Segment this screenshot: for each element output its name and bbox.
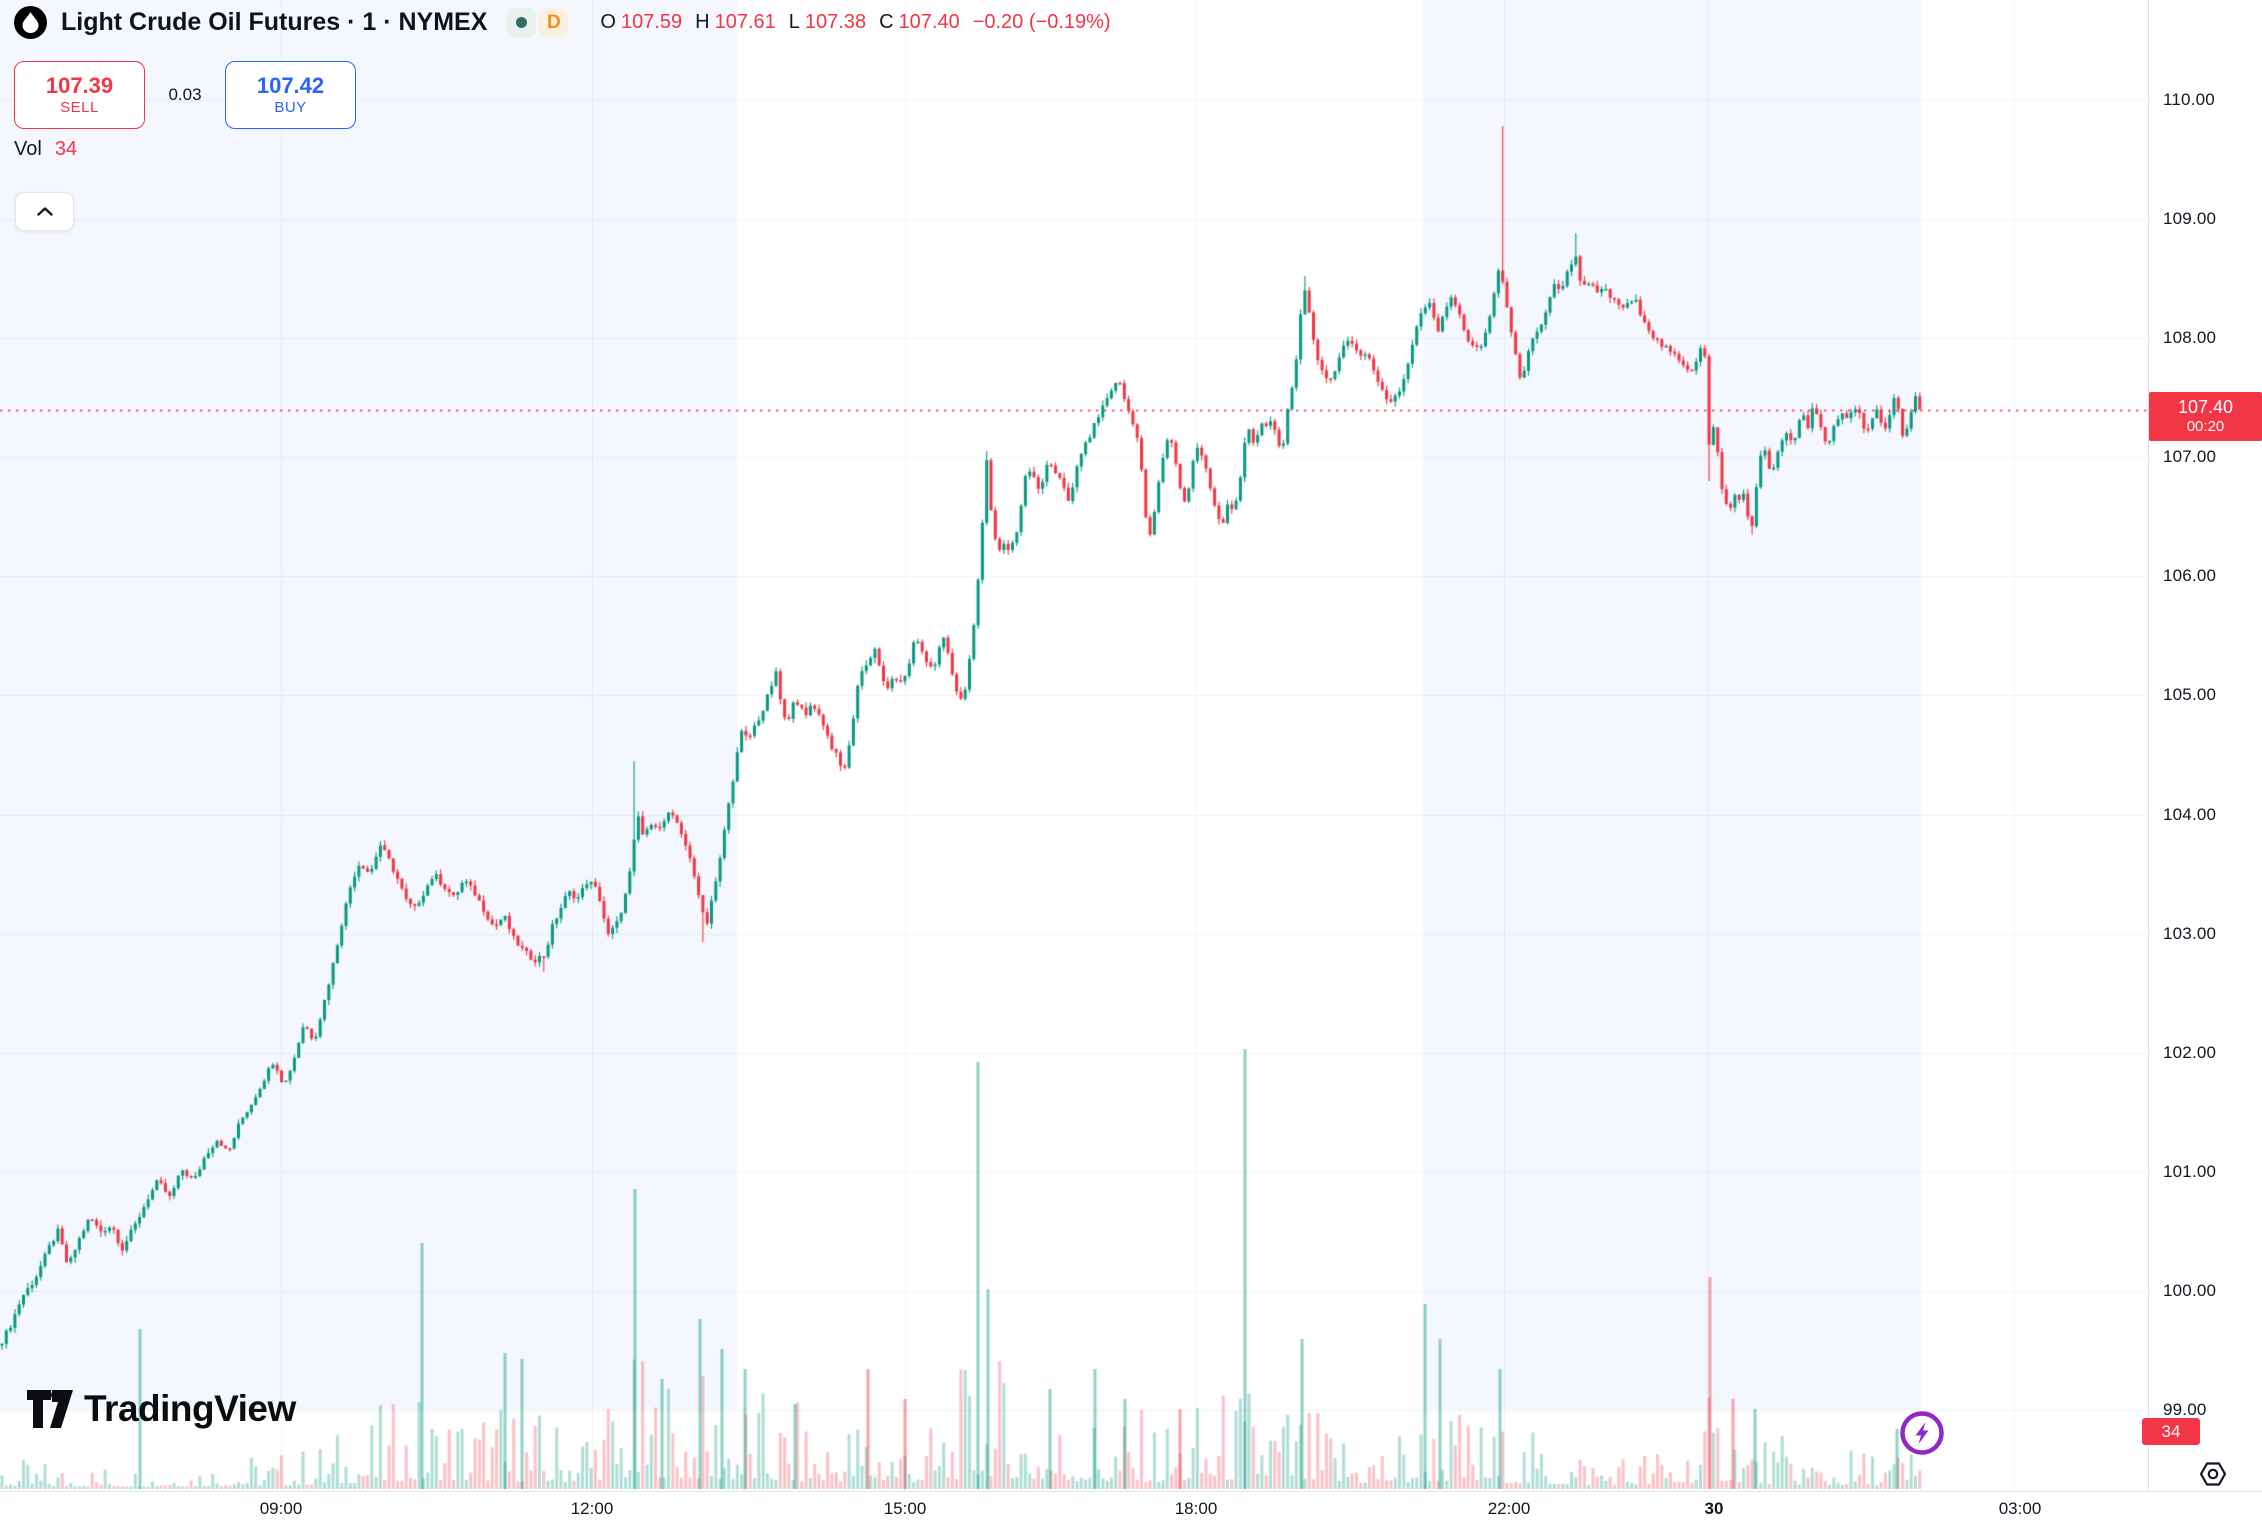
market-status-dot [516,17,528,28]
collapse-panel-button[interactable] [15,192,74,231]
price-tick-label: 107.00 [2163,447,2217,467]
time-tick-label: 12:00 [570,1499,614,1518]
last-price-value: 107.40 [2177,396,2234,417]
change-value: −0.20 (−0.19%) [972,11,1111,33]
volume-axis-label: 34 [2142,1418,2200,1445]
sell-price: 107.39 [45,72,114,98]
price-tick-label: 106.00 [2163,566,2217,586]
symbol-legend: Light Crude Oil Futures · 1 · NYMEX D O … [14,6,1111,39]
volume-study-value: 34 [54,138,78,160]
buy-label: BUY [274,99,307,117]
price-tick-label: 108.00 [2163,328,2217,348]
price-tick-label: 101.00 [2163,1161,2217,1181]
buy-button[interactable]: 107.42 BUY [225,61,356,129]
time-tick-label: 15:00 [883,1499,927,1518]
price-axis[interactable]: 110.00 109.00 108.00 107.00 106.00 105.00 104.… [2148,0,2262,1491]
open-key: O [600,11,616,33]
tradingview-logo-icon [27,1390,73,1428]
ohlc-readout: O 107.59 H 107.61 L 107.38 C 107.40 −0.2… [600,11,1110,34]
candlestick-chart[interactable] [0,0,2148,1491]
tradingview-watermark-text: TradingView [84,1388,296,1429]
buy-price: 107.42 [256,72,325,98]
low-key: L [788,11,800,33]
interval-pill[interactable]: D [507,8,569,37]
last-price-label: 107.40 00:20 [2149,392,2262,441]
spread-value: 0.03 [168,85,202,104]
sell-label: SELL [60,99,99,117]
axis-settings-hexagon-icon[interactable] [2198,1459,2228,1494]
close-key: C [879,11,894,33]
bar-countdown: 00:20 [2186,418,2225,436]
high-value: 107.61 [714,11,776,33]
price-tick-label: 109.00 [2163,209,2217,228]
price-tick-label: 110.00 [2163,89,2215,109]
oil-drop-icon [22,12,39,33]
time-tick-label: 18:00 [1174,1499,1218,1518]
time-tick-label: 03:00 [1998,1499,2042,1518]
flash-boost-icon[interactable] [1899,1410,1945,1461]
interval-letter[interactable]: D [539,8,569,37]
chevron-up-icon [36,207,53,216]
sell-button[interactable]: 107.39 SELL [14,61,145,129]
tradingview-watermark: TradingView [26,1388,296,1430]
symbol-title[interactable]: Light Crude Oil Futures · 1 · NYMEX [61,8,488,36]
volume-study-label: Vol [14,138,42,160]
time-axis[interactable]: 09:00 12:00 15:00 18:00 22:00 30 03:00 [0,1491,2262,1524]
volume-study-row[interactable]: Vol 34 [14,138,77,161]
time-tick-label: 22:00 [1487,1499,1531,1518]
open-value: 107.59 [620,11,683,33]
high-key: H [695,11,710,33]
price-tick-label: 99.00 [2163,1400,2207,1419]
price-tick-label: 102.00 [2163,1042,2217,1062]
symbol-logo [14,6,47,39]
time-tick-label: 09:00 [259,1499,303,1518]
low-value: 107.38 [804,11,867,33]
order-panel: 107.39 SELL 0.03 107.42 BUY [14,61,356,129]
close-value: 107.40 [898,11,960,33]
price-tick-label: 104.00 [2163,804,2217,824]
time-tick-label: 30 [1704,1499,1724,1518]
market-status-dot-wrap [507,8,537,37]
price-tick-label: 100.00 [2163,1280,2217,1300]
price-tick-label: 105.00 [2163,685,2217,705]
price-tick-label: 103.00 [2163,923,2217,943]
